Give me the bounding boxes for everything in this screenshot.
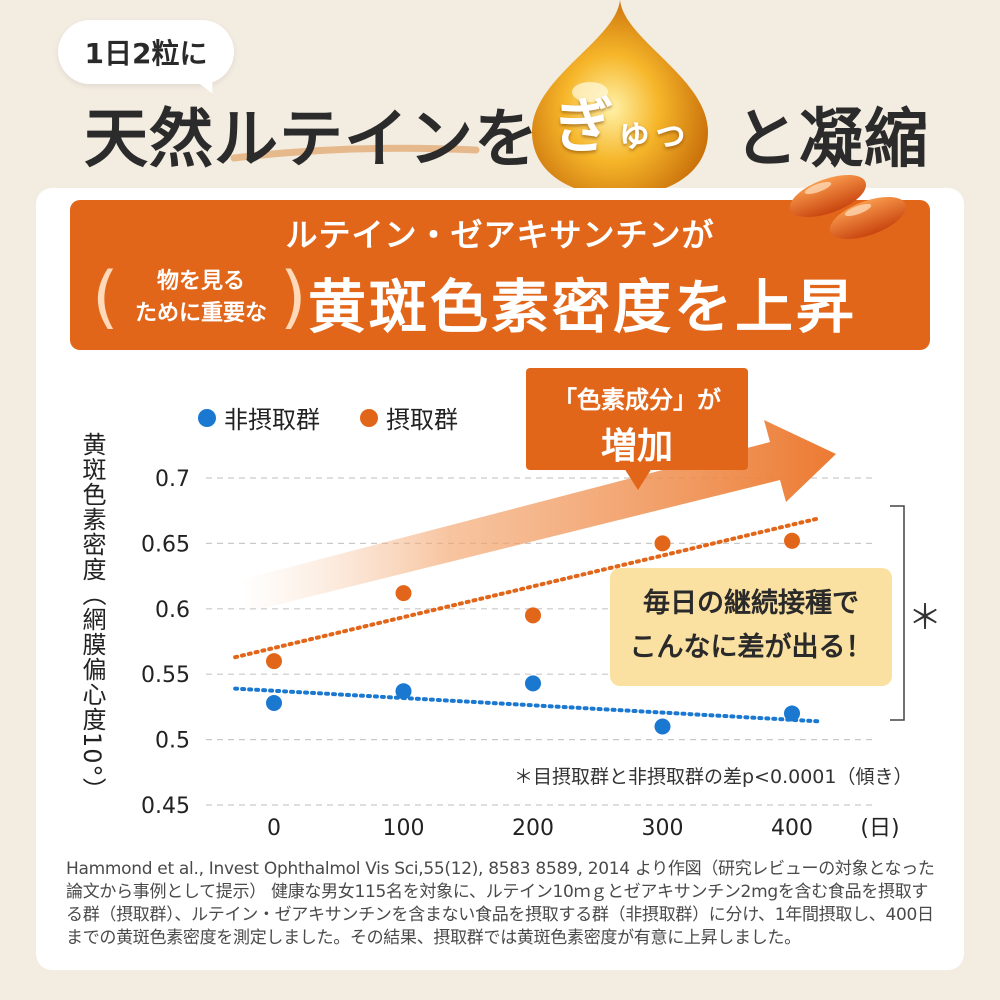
data-point-intake <box>395 585 412 602</box>
data-point-intake <box>266 653 282 670</box>
y-tick-label: 0.55 <box>141 663 190 688</box>
x-tick-label: 0 <box>267 816 281 841</box>
x-axis: 0 100 200 300 400 <box>267 816 813 841</box>
x-axis-unit: (日) <box>860 816 899 841</box>
legend-dot-non-intake <box>198 408 216 427</box>
y-tick-label: 0.65 <box>141 532 190 557</box>
increase-callout: 「色素成分」が 増加 <box>526 368 748 470</box>
data-point-non-intake <box>525 675 541 692</box>
y-tick-label: 0.5 <box>155 729 190 754</box>
y-tick-label: 0.45 <box>141 794 190 819</box>
data-point-intake <box>784 532 800 549</box>
trend-lines <box>233 516 820 724</box>
legend-dot-intake <box>360 408 378 427</box>
banner-paren-line1: 物を見る <box>156 269 245 294</box>
data-point-intake <box>654 535 671 552</box>
oil-drop-icon <box>532 0 708 196</box>
note-line2: こんなに差が出る！ <box>629 632 873 663</box>
trend-line-intake <box>233 516 820 660</box>
x-tick-label: 200 <box>512 816 554 841</box>
significance-bracket <box>890 505 905 721</box>
y-axis-label: 黄斑色素密度（網膜偏心度10°） <box>78 432 106 803</box>
x-tick-label: 300 <box>642 816 684 841</box>
callout-line2: 増加 <box>600 426 673 467</box>
data-point-non-intake <box>784 705 800 722</box>
banner-paren-line2: ために重要な <box>134 301 267 326</box>
bubble-text: 1日2粒に <box>84 37 208 70</box>
significance-footnote: ＊目摂取群と非摂取群の差p<0.0001（傾き） <box>514 766 913 788</box>
citation-text: Hammond et al., Invest Ophthalmol Vis Sc… <box>66 859 935 948</box>
banner-paren-text: 物を見る ために重要な <box>116 266 286 330</box>
y-tick-label: 0.6 <box>155 598 190 623</box>
data-point-intake <box>525 607 541 624</box>
significance-star: ＊ <box>908 598 942 638</box>
legend-label-intake: 摂取群 <box>386 406 458 434</box>
data-points <box>266 532 800 735</box>
y-axis: 0.45 0.5 0.55 0.6 0.65 0.7 <box>141 467 190 819</box>
grid <box>206 477 876 806</box>
legend-label-non-intake: 非摂取群 <box>224 406 320 434</box>
speech-bubble: 1日2粒に <box>58 20 234 84</box>
banner-main-title: 黄斑色素密度を上昇 <box>308 273 858 341</box>
callout-tail <box>624 468 652 490</box>
note-line1: 毎日の継続接種で <box>643 588 859 619</box>
legend-item-intake: 摂取群 <box>360 400 458 435</box>
trend-line-non-intake <box>233 686 820 724</box>
headline-text-before: 天然ルテインを <box>84 103 539 177</box>
drop-text-big: ぎ <box>554 92 614 162</box>
note-box: 毎日の継続接種で こんなに差が出る！ <box>610 568 892 686</box>
headline: 1日2粒に 天然ルテインを ぎ ゅっ と凝縮 <box>0 0 1000 200</box>
title-banner: ルテイン・ゼアキサンチンが ( 物を見る ために重要な ) 黄斑色素密度を上昇 <box>70 200 930 350</box>
brush-underline <box>230 144 480 162</box>
capsule-icon <box>789 174 907 240</box>
banner-paren-left: ( <box>92 258 119 337</box>
drop-text-small: ゅっ <box>616 113 689 154</box>
headline-text-after: と凝縮 <box>734 103 929 177</box>
callout-line1: 「色素成分」が <box>553 386 721 414</box>
banner-subtitle: ルテイン・ゼアキサンチンが <box>285 216 715 254</box>
data-point-non-intake <box>266 694 282 711</box>
x-tick-label: 100 <box>383 816 425 841</box>
legend-item-non-intake: 非摂取群 <box>198 400 320 435</box>
y-tick-label: 0.7 <box>155 467 190 492</box>
banner-paren-right: ) <box>280 258 307 337</box>
x-tick-label: 400 <box>771 816 813 841</box>
data-point-non-intake <box>654 718 671 735</box>
data-point-non-intake <box>395 683 412 700</box>
